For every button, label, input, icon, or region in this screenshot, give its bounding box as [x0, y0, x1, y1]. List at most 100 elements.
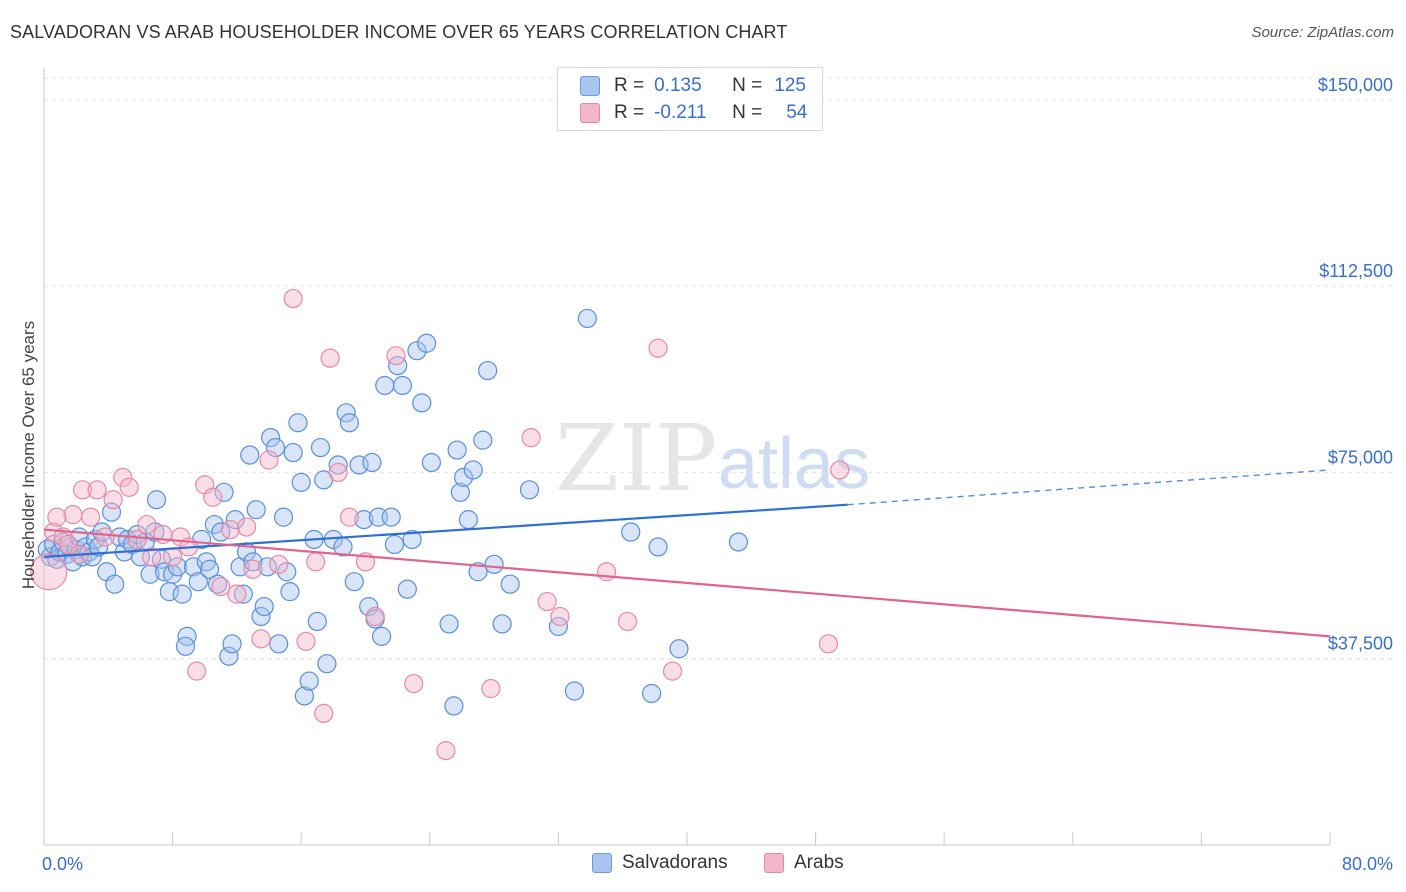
salvadoran-point: [359, 596, 379, 617]
arab-point: [81, 507, 101, 527]
salvadoran-point: [392, 375, 413, 396]
salvadoran-point: [246, 500, 266, 520]
arab-point: [481, 678, 501, 699]
arab-point: [314, 703, 334, 723]
legend-n-label: N =: [732, 75, 763, 96]
salvadoran-point: [273, 507, 294, 527]
salvadoran-point: [188, 572, 208, 592]
salvadoran-point: [388, 356, 408, 376]
salvadoran-point: [642, 683, 662, 704]
x-tick-label: 0.0%: [42, 854, 83, 874]
salvadoran-point: [317, 654, 337, 674]
arab-point: [662, 661, 683, 681]
salvadorans-swatch: [592, 853, 612, 873]
salvadoran-point: [243, 552, 263, 572]
arab-point: [220, 519, 241, 540]
y-axis-label: Householder Income Over 65 years: [19, 320, 38, 590]
salvadoran-point: [167, 557, 188, 577]
arab-point: [127, 529, 147, 550]
salvadoran-point: [450, 482, 470, 502]
arab-trend-line: [43, 528, 1331, 638]
salvadoran-point: [473, 430, 493, 450]
chart-source: Source: ZipAtlas.com: [1251, 24, 1394, 41]
salvadoran-point: [371, 626, 392, 646]
salvadoran-point: [402, 529, 422, 550]
salvadoran-point: [283, 442, 303, 463]
y-tick-label: $75,000: [1328, 447, 1393, 467]
arab-point: [142, 547, 162, 567]
watermark-atlas: atlas: [718, 424, 870, 504]
salvadoran-point: [463, 460, 483, 480]
salvadoran-point: [294, 686, 315, 706]
salvadoran-point: [344, 572, 364, 592]
arab-point: [87, 480, 107, 500]
salvadoran-point: [277, 562, 297, 582]
arab-point: [137, 514, 157, 535]
salvadoran-point: [500, 574, 520, 594]
arabs-swatch: [764, 853, 784, 873]
salvadoran-point: [146, 490, 167, 510]
arab-point: [597, 562, 617, 582]
y-tick-label: $37,500: [1328, 634, 1393, 654]
arab-point: [163, 547, 183, 567]
arab-point: [259, 450, 279, 470]
arab-point: [283, 288, 303, 309]
arab-point: [550, 606, 570, 627]
salvadoran-point: [105, 574, 125, 594]
salvadoran-point: [172, 584, 192, 604]
salvadoran-point: [89, 537, 109, 557]
arab-point: [436, 741, 456, 761]
salvadoran-point: [577, 308, 597, 329]
arab-point: [103, 490, 123, 510]
salvadoran-point: [381, 507, 401, 527]
salvadoran-point: [261, 428, 281, 448]
salvadoran-point: [397, 579, 417, 599]
legend-r-value: -0.211: [654, 102, 707, 123]
salvadoran-point: [222, 634, 242, 654]
arab-point: [251, 629, 271, 649]
arab-point: [72, 480, 93, 500]
salvadoran-point: [444, 696, 464, 716]
salvadoran-point: [208, 574, 228, 594]
arab-point: [617, 611, 638, 632]
arab-point: [95, 527, 115, 547]
salvadoran-point: [265, 437, 286, 458]
legend-n-value: 54: [786, 102, 808, 123]
salvadoran-point: [354, 510, 374, 530]
arab-point: [521, 428, 541, 448]
y-tick-label: $150,000: [1318, 75, 1393, 95]
salvadoran-point: [183, 557, 204, 577]
salvadoran-point: [384, 534, 405, 555]
arab-point: [47, 507, 67, 527]
arabs-swatch: [580, 103, 600, 123]
salvadoran-point: [519, 480, 540, 500]
arab-point: [63, 505, 83, 525]
series-legend-arabs[interactable]: Arabs: [764, 852, 844, 874]
arab-point: [306, 552, 326, 572]
salvadoran-point: [307, 611, 327, 632]
arab-point: [113, 467, 133, 487]
chart-title: SALVADORAN VS ARAB HOUSEHOLDER INCOME OV…: [10, 22, 788, 42]
salvadoran-point: [310, 437, 331, 458]
salvadoran-point: [199, 559, 220, 579]
salvadoran-point: [299, 671, 319, 691]
arab-point: [203, 487, 223, 507]
salvadoran-point: [328, 455, 348, 475]
y-tick-label: $112,500: [1319, 261, 1393, 281]
salvadoran-point: [407, 341, 427, 361]
salvadoran-point: [416, 333, 437, 353]
salvadoran-point: [225, 510, 245, 530]
legend-r-label: R =: [614, 75, 645, 96]
salvadoran-point: [240, 445, 260, 465]
arab-point: [243, 559, 263, 579]
salvadoran-point: [254, 596, 274, 617]
arab-point: [830, 460, 850, 480]
series-legend-salvadorans[interactable]: Salvadorans: [592, 852, 728, 874]
legend-row-arabs: R = -0.211 N = 54: [580, 100, 807, 126]
salvadoran-point: [177, 626, 197, 646]
salvadoran-point: [288, 413, 308, 433]
legend-row-salvadorans: R = 0.135 N = 125: [580, 73, 806, 99]
salvadoran-point: [214, 482, 234, 502]
salvadoran-point: [669, 639, 689, 659]
